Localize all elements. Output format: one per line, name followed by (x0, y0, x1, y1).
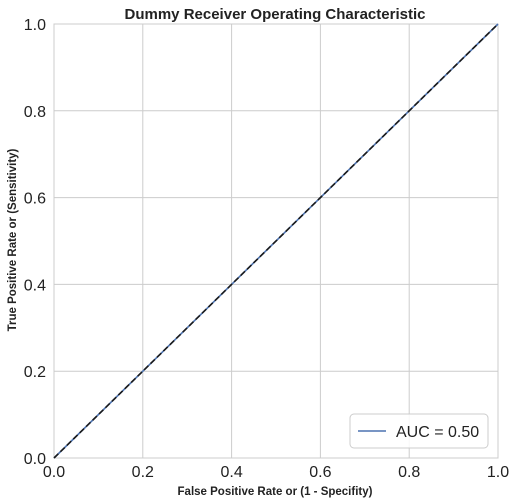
y-tick-label: 0.0 (24, 451, 46, 468)
series-lines (53, 23, 499, 459)
x-tick-label: 0.6 (309, 464, 331, 481)
y-axis-label: True Positive Rate or (Sensitivity) (7, 148, 19, 331)
x-tick-label: 1.0 (487, 464, 509, 481)
tick-labels: 0.0 0.2 0.4 0.6 0.8 1.0 0.0 0.2 0.4 0.6 0.8 1.0 (24, 17, 509, 481)
legend-label: AUC = 0.50 (396, 424, 479, 441)
reference-diagonal-line (53, 23, 499, 459)
x-tick-label: 0.8 (398, 464, 420, 481)
chart-title: Dummy Receiver Operating Characteristic (125, 6, 426, 23)
x-axis-label: False Positive Rate or (1 - Specifity) (178, 486, 373, 498)
legend-box (349, 413, 489, 449)
x-tick-label: 0.0 (43, 464, 65, 481)
plot-area (53, 23, 499, 459)
legend: AUC = 0.50 (349, 413, 489, 449)
y-tick-label: 1.0 (24, 17, 46, 34)
y-tick-label: 0.8 (24, 104, 46, 121)
y-tick-label: 0.6 (24, 191, 46, 208)
x-tick-label: 0.2 (132, 464, 154, 481)
x-tick-label: 0.4 (220, 464, 242, 481)
y-tick-label: 0.4 (24, 277, 46, 294)
y-tick-label: 0.2 (24, 364, 46, 381)
